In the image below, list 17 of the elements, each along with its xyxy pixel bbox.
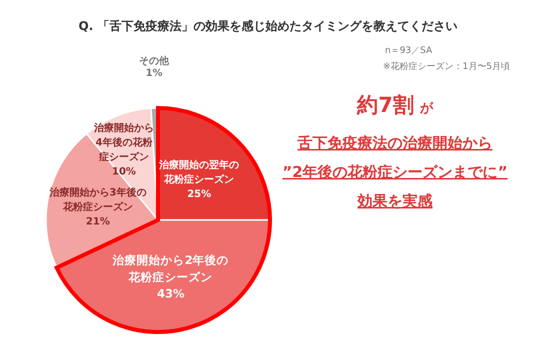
data-label: 1% xyxy=(146,68,163,80)
data-label: 25% xyxy=(187,188,212,200)
slice-label: 治療開始から2年後の花粉症シーズン xyxy=(112,253,229,284)
chart-title: Q. 「舌下免疫療法」の効果を感じ始めたタイミングを教えてください xyxy=(78,19,458,33)
text: 効果を実感 xyxy=(356,192,434,210)
text: ”2年後の花粉症シーズンまでに” xyxy=(282,163,508,181)
slice-label: その他 xyxy=(139,55,170,68)
text: n＝93／SA xyxy=(385,46,434,56)
data-label: 10% xyxy=(112,166,136,178)
slice-label: 治療開始の翌年の花粉症シーズン xyxy=(158,158,240,186)
data-label: 43% xyxy=(156,286,185,301)
slice-label: 治療開始から3年後の花粉症シーズン xyxy=(48,186,146,214)
text: 舌下免疫療法の治療開始から xyxy=(296,134,492,152)
text: 約7割 xyxy=(356,93,414,117)
data-label: 21% xyxy=(86,216,110,228)
text: が xyxy=(418,101,434,116)
text: ※花粉症シーズン：1月〜5月頃 xyxy=(383,61,510,72)
